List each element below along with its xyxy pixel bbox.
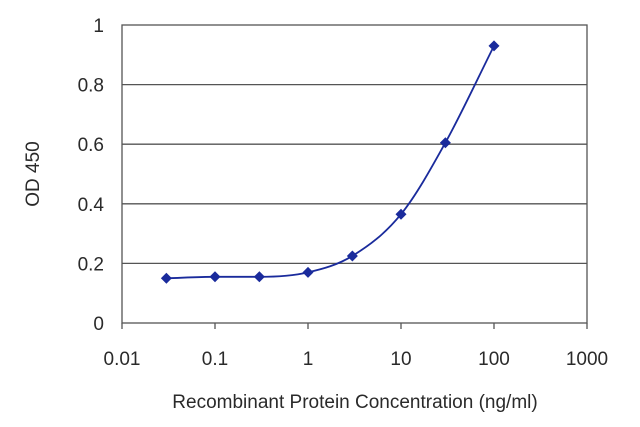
y-tick-label: 0.8 [78,76,104,97]
y-tick-label: 1 [93,16,104,37]
data-point [346,250,358,262]
data-point [209,271,221,283]
data-point [302,266,314,278]
y-tick-label: 0.4 [78,195,105,216]
x-tick-label: 10 [390,349,411,370]
plot-frame [121,24,588,324]
x-tick-label: 1 [303,349,314,370]
x-tick-label: 1000 [566,349,608,370]
x-axis-title: Recombinant Protein Concentration (ng/ml… [172,392,537,413]
data-point [253,271,265,283]
data-point [160,272,172,284]
x-tick-label: 100 [478,349,510,370]
x-tick-label: 0.01 [104,349,141,370]
y-tick-label: 0.6 [78,135,104,156]
x-tick-label: 0.1 [202,349,228,370]
data-point [439,137,451,149]
y-axis-title: OD 450 [23,141,44,206]
y-tick-label: 0 [93,314,104,335]
tick-labels: 0 0.2 0.4 0.6 0.8 1 0.01 0.1 1 10 100 1000 [78,16,609,370]
data-point [488,40,500,52]
fit-curve [166,45,495,280]
fit-curve-layer [166,45,495,280]
data-point [395,208,407,220]
y-tick-label: 0.2 [78,254,104,275]
data-points [160,40,500,284]
axes [121,24,588,329]
gridlines [122,83,587,265]
